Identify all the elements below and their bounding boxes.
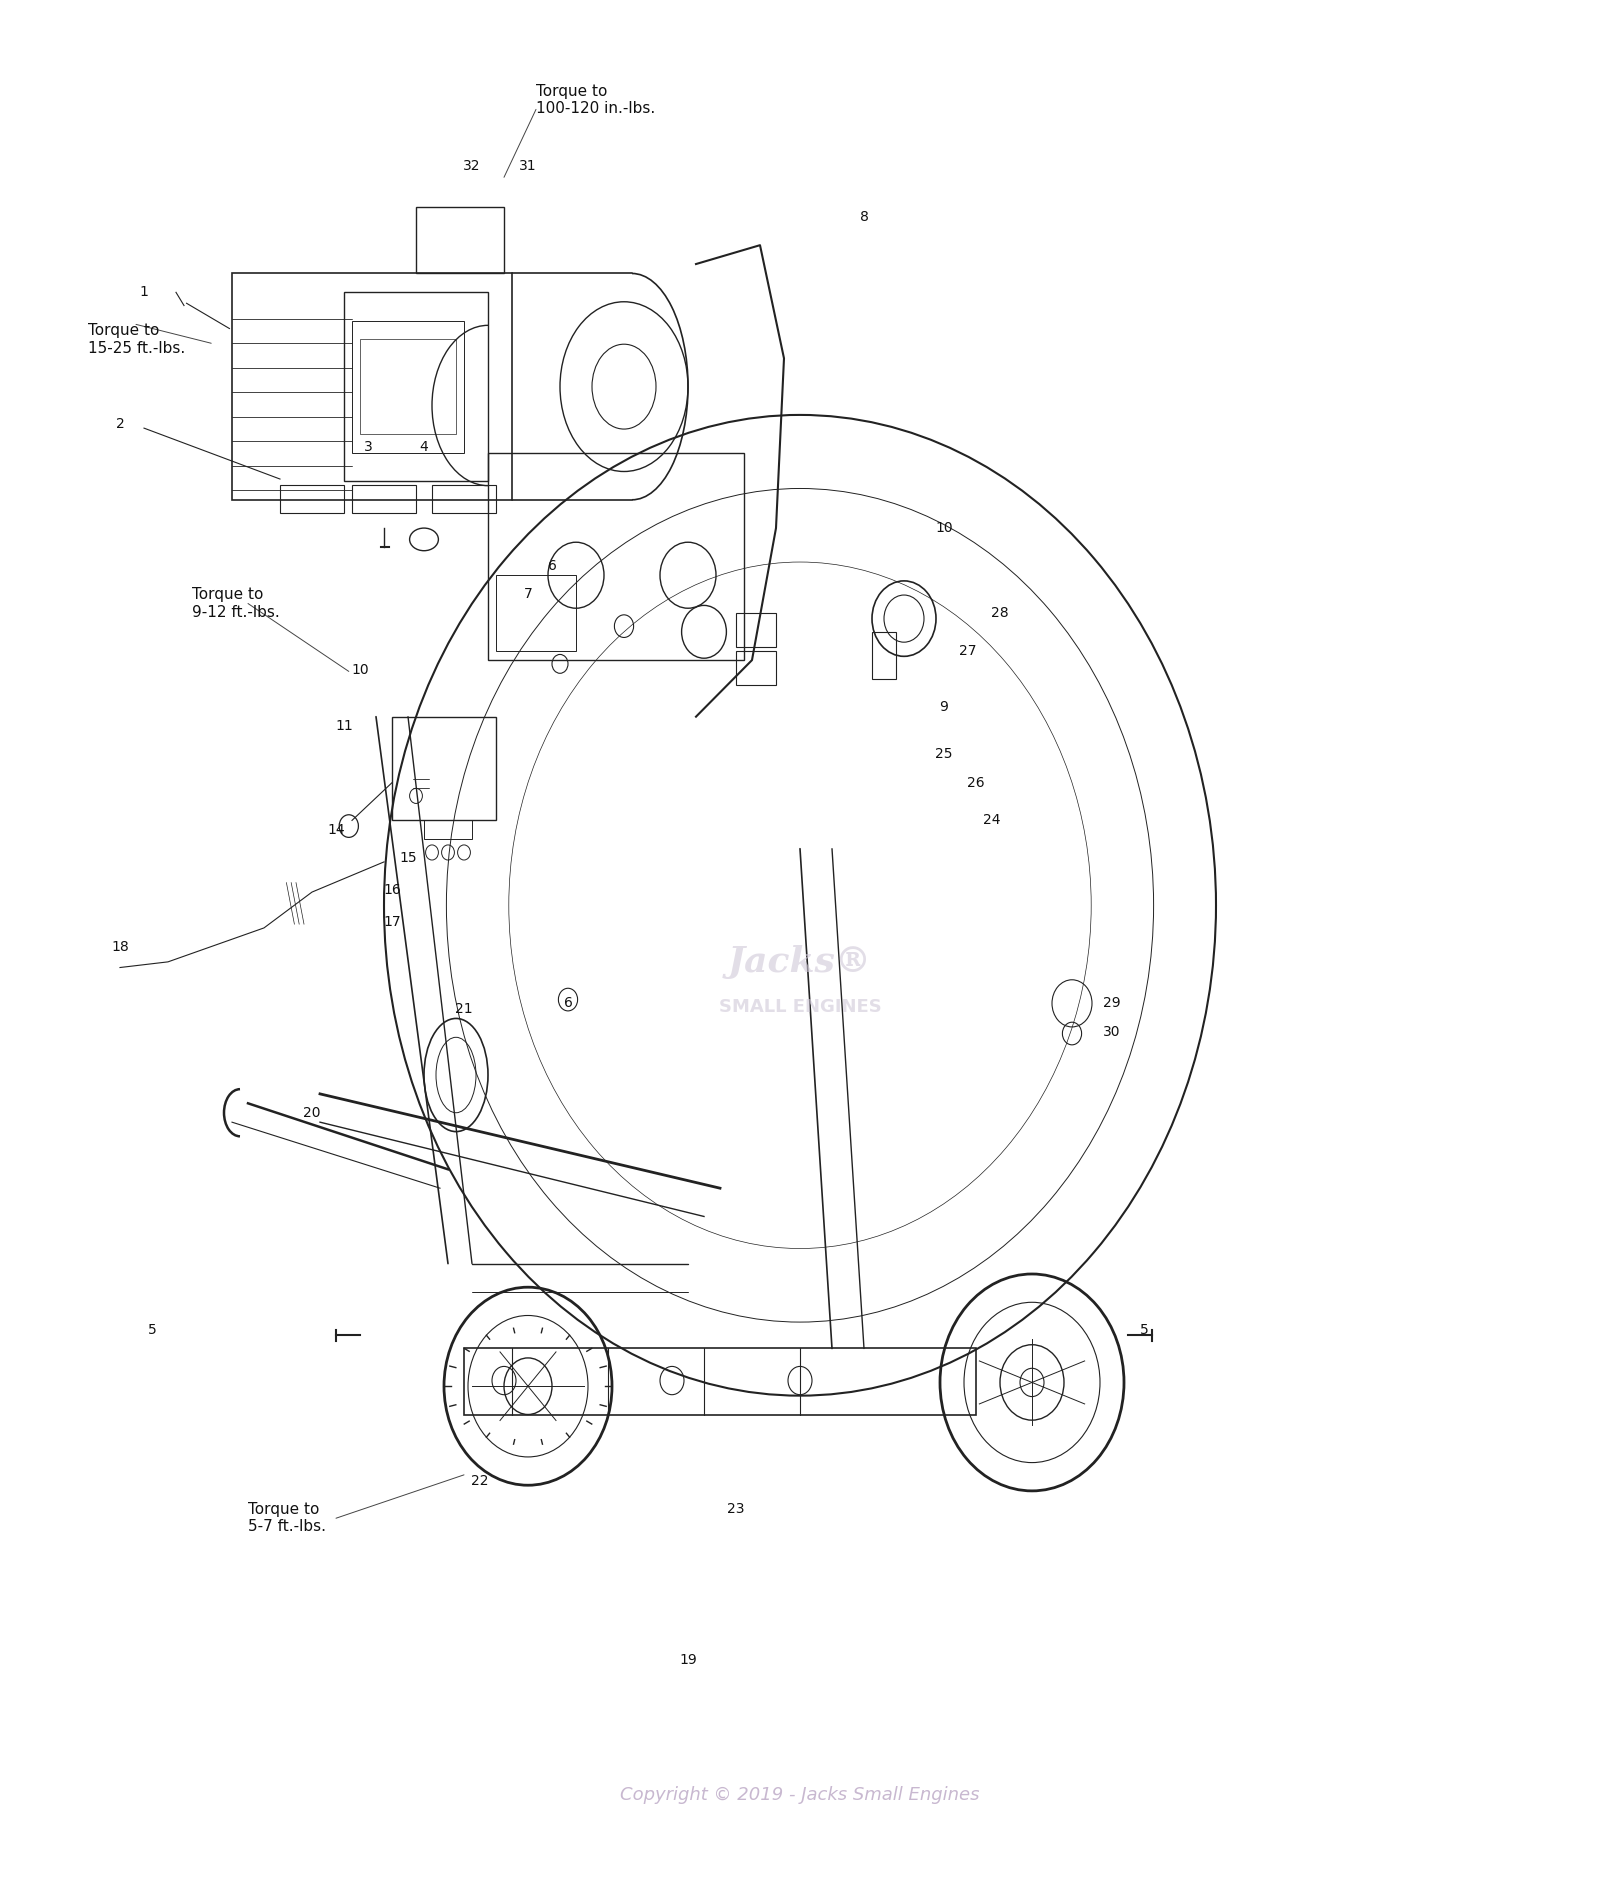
Text: 31: 31 [518, 158, 538, 174]
Text: 27: 27 [960, 643, 976, 658]
Text: 19: 19 [678, 1652, 698, 1667]
Text: 5: 5 [1139, 1322, 1149, 1337]
Text: Torque to
9-12 ft.-lbs.: Torque to 9-12 ft.-lbs. [192, 587, 280, 620]
Text: Copyright © 2019 - Jacks Small Engines: Copyright © 2019 - Jacks Small Engines [621, 1786, 979, 1805]
Text: 11: 11 [334, 719, 354, 734]
Text: Torque to
100-120 in.-lbs.: Torque to 100-120 in.-lbs. [536, 83, 656, 117]
Text: 18: 18 [110, 939, 130, 954]
Text: 24: 24 [984, 813, 1000, 828]
Text: 15: 15 [398, 851, 418, 866]
Text: 9: 9 [939, 700, 949, 715]
Text: 6: 6 [563, 996, 573, 1011]
Text: 16: 16 [382, 883, 402, 898]
Text: 1: 1 [139, 285, 149, 300]
Text: 17: 17 [382, 915, 402, 930]
Text: 5: 5 [147, 1322, 157, 1337]
Text: 32: 32 [464, 158, 480, 174]
Text: 21: 21 [454, 1001, 474, 1017]
Text: SMALL ENGINES: SMALL ENGINES [718, 998, 882, 1017]
Text: 8: 8 [859, 209, 869, 224]
Text: 22: 22 [472, 1473, 488, 1488]
Text: 3: 3 [363, 439, 373, 455]
Text: 20: 20 [304, 1105, 320, 1120]
Text: 10: 10 [350, 662, 370, 677]
Text: 4: 4 [419, 439, 429, 455]
Text: 23: 23 [728, 1501, 744, 1516]
Text: 30: 30 [1104, 1024, 1120, 1039]
Text: 26: 26 [966, 775, 986, 790]
Text: 6: 6 [547, 558, 557, 573]
Text: 14: 14 [326, 822, 346, 837]
Text: Torque to
5-7 ft.-lbs.: Torque to 5-7 ft.-lbs. [248, 1501, 326, 1535]
Text: Torque to
15-25 ft.-lbs.: Torque to 15-25 ft.-lbs. [88, 323, 186, 356]
Text: 2: 2 [115, 417, 125, 432]
Text: 7: 7 [523, 587, 533, 602]
Text: Jacks®: Jacks® [728, 945, 872, 979]
Text: 28: 28 [990, 605, 1010, 620]
Text: 29: 29 [1102, 996, 1122, 1011]
Text: 10: 10 [934, 521, 954, 536]
Text: 25: 25 [936, 747, 952, 762]
